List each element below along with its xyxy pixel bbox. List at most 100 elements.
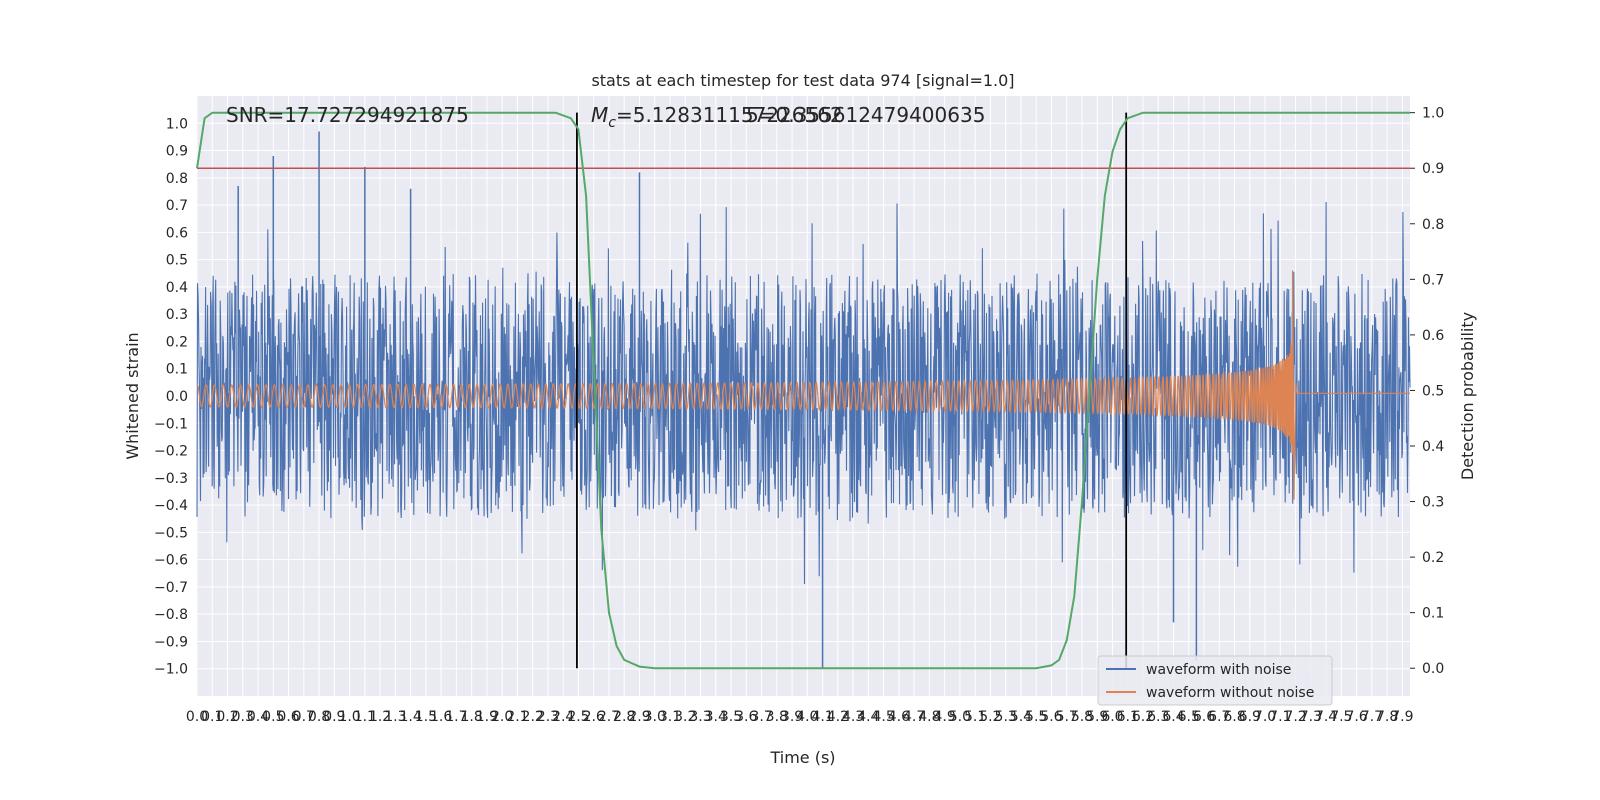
y-tick-label: 0.3 <box>166 307 188 323</box>
x-tick-label: 2.4 <box>552 709 574 725</box>
x-tick-label: 4.7 <box>903 709 925 725</box>
x-tick-label: 4.4 <box>857 709 879 725</box>
x-tick-label: 1.9 <box>476 709 498 725</box>
y2-tick-label: 0.1 <box>1422 606 1444 622</box>
x-tick-label: 1.0 <box>338 709 360 725</box>
legend-label-noise: waveform with noise <box>1146 662 1291 678</box>
y-tick-label: −0.8 <box>154 607 188 623</box>
x-tick-label: 0.6 <box>277 709 299 725</box>
x-tick-label: 4.5 <box>872 709 894 725</box>
x-tick-label: 1.2 <box>369 709 391 725</box>
x-tick-label: 3.0 <box>644 709 666 725</box>
x-tick-label: 1.5 <box>415 709 437 725</box>
y2-tick-label: 0.9 <box>1422 161 1444 177</box>
x-tick-label: 5.1 <box>964 709 986 725</box>
x-tick-label: 6.3 <box>1147 709 1169 725</box>
x-tick-label: 4.0 <box>796 709 818 725</box>
x-tick-label: 1.3 <box>384 709 406 725</box>
chirp-mass-value: =5.128311157226562 <box>616 103 843 127</box>
x-tick-label: 2.3 <box>537 709 559 725</box>
y2-tick-label: 0.7 <box>1422 272 1444 288</box>
x-tick-label: 4.6 <box>888 709 910 725</box>
y-tick-label: −0.4 <box>154 498 188 514</box>
x-tick-label: 7.6 <box>1345 709 1367 725</box>
y-tick-label: 0.4 <box>166 280 188 296</box>
snr-annotation: SNR=17.727294921875 <box>226 103 469 127</box>
x-tick-label: 6.9 <box>1239 709 1261 725</box>
y-tick-label: 0.5 <box>166 253 188 269</box>
series-detection-probability <box>196 111 1410 670</box>
x-tick-label: 6.0 <box>1101 709 1123 725</box>
x-tick-label: 0.1 <box>201 709 223 725</box>
second-annotation: 5=0.355612479400635 <box>746 103 985 127</box>
x-tick-label: 2.2 <box>522 709 544 725</box>
y-tick-label: −0.5 <box>154 525 188 541</box>
chirp-mass-symbol: M <box>591 103 608 127</box>
legend: waveform with noise waveform without noi… <box>1097 655 1333 706</box>
x-tick-label: 0.7 <box>293 709 315 725</box>
x-tick-label: 2.7 <box>598 709 620 725</box>
y-tick-label: −0.1 <box>154 416 188 432</box>
x-tick-label: 6.5 <box>1178 709 1200 725</box>
x-tick-label: 3.2 <box>674 709 696 725</box>
x-tick-label: 1.8 <box>461 709 483 725</box>
x-tick-label: 2.6 <box>583 709 605 725</box>
x-tick-label: 6.1 <box>1117 709 1139 725</box>
y-tick-label: −1.0 <box>154 662 188 678</box>
y2-tick-label: 0.4 <box>1422 439 1444 455</box>
y2-tick-label: 0.5 <box>1422 383 1444 399</box>
x-tick-label: 4.8 <box>918 709 940 725</box>
x-tick-label: 4.3 <box>842 709 864 725</box>
x-tick-label: 0.0 <box>186 709 208 725</box>
x-tick-label: 5.8 <box>1071 709 1093 725</box>
x-tick-label: 5.3 <box>995 709 1017 725</box>
y-tick-label: −0.9 <box>154 634 188 650</box>
y-tick-label: 0.2 <box>166 334 188 350</box>
y-tick-label: −0.7 <box>154 580 188 596</box>
overlay-lines <box>197 112 1410 669</box>
x-tick-label: 7.0 <box>1254 709 1276 725</box>
x-tick-label: 0.3 <box>232 709 254 725</box>
series-waveform-with-noise <box>196 131 1411 669</box>
x-tick-label: 2.8 <box>613 709 635 725</box>
x-tick-label: 5.9 <box>1086 709 1108 725</box>
probability-line <box>196 111 1410 670</box>
x-tick-label: 0.4 <box>247 709 269 725</box>
x-tick-label: 3.3 <box>689 709 711 725</box>
legend-label-clean: waveform without noise <box>1146 685 1314 701</box>
x-tick-label: 1.6 <box>430 709 452 725</box>
y-axis-ticks: 1.0 0.9 0.8 0.7 0.6 0.5 0.4 0.3 0.2 0.1 0.0 −0.1 −0.… <box>154 116 188 677</box>
x-tick-label: 3.4 <box>705 709 727 725</box>
x-tick-label: 2.0 <box>491 709 513 725</box>
y-axis-label: Whitened strain <box>123 332 142 459</box>
chirp-mass-subscript: c <box>608 115 616 131</box>
x-tick-label: 7.2 <box>1284 709 1306 725</box>
x-tick-label: 5.7 <box>1056 709 1078 725</box>
x-tick-label: 1.7 <box>445 709 467 725</box>
x-tick-label: 3.5 <box>720 709 742 725</box>
x-tick-label: 5.4 <box>1010 709 1032 725</box>
x-tick-label: 3.8 <box>766 709 788 725</box>
x-tick-label: 3.9 <box>781 709 803 725</box>
x-tick-label: 7.9 <box>1391 709 1413 725</box>
x-tick-label: 3.7 <box>750 709 772 725</box>
x-tick-label: 5.2 <box>979 709 1001 725</box>
x-tick-label: 4.9 <box>934 709 956 725</box>
y2-axis-label: Detection probability <box>1458 312 1477 480</box>
x-tick-label: 6.6 <box>1193 709 1215 725</box>
x-tick-label: 1.1 <box>354 709 376 725</box>
noise-waveform-line <box>196 201 1411 585</box>
x-tick-label: 3.1 <box>659 709 681 725</box>
x-tick-label: 7.1 <box>1269 709 1291 725</box>
y-tick-label: −0.6 <box>154 553 188 569</box>
x-tick-label: 6.8 <box>1223 709 1245 725</box>
x-tick-label: 2.5 <box>567 709 589 725</box>
y-tick-label: 0.7 <box>166 198 188 214</box>
y-tick-label: 0.0 <box>166 389 188 405</box>
chirp-mass-annotation: Mc=5.128311157226562 <box>591 103 843 131</box>
y2-tick-label: 0.2 <box>1422 550 1444 566</box>
x-axis-ticks: 0.00.10.20.30.40.50.60.70.80.91.01.11.21… <box>186 709 1414 725</box>
x-tick-label: 6.2 <box>1132 709 1154 725</box>
x-tick-label: 5.6 <box>1040 709 1062 725</box>
